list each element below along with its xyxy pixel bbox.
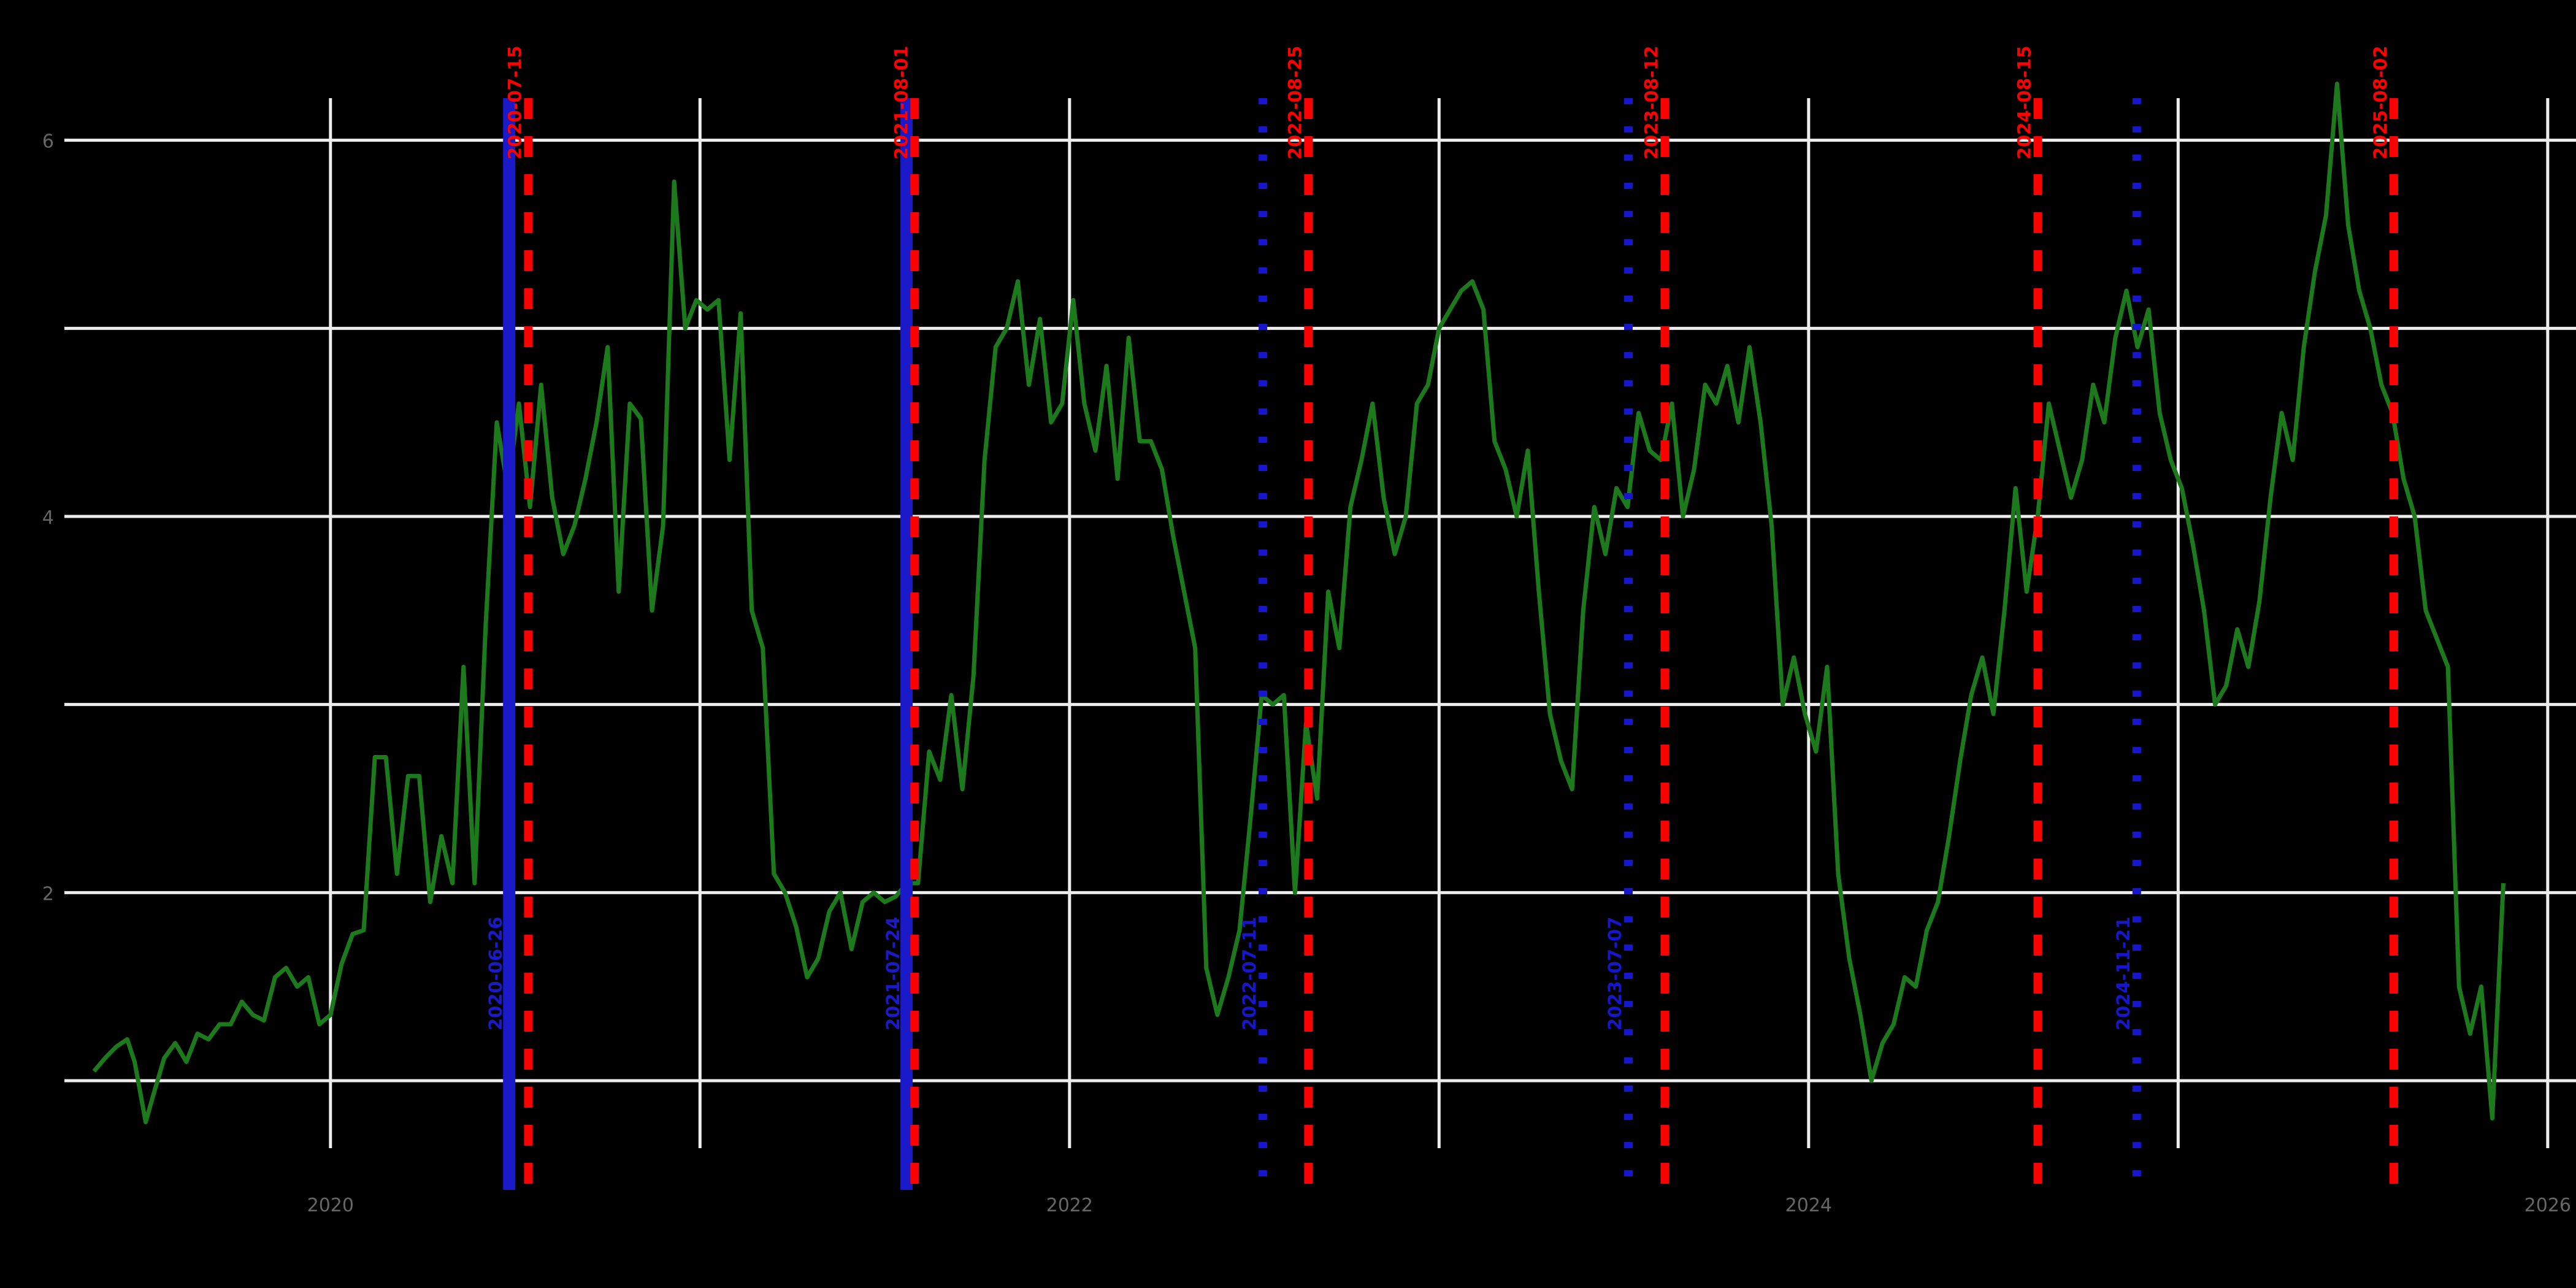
x-axis-tick-label: 2026 <box>2524 1195 2571 1216</box>
data-series-line <box>92 82 2506 1124</box>
marker-label-blue: 2020-06-26 <box>485 917 506 1031</box>
marker-label-red: 2025-08-02 <box>2370 46 2391 160</box>
x-axis-tick-label: 2022 <box>1046 1195 1093 1216</box>
y-axis-tick-label: 6 <box>42 131 54 153</box>
marker-label-red: 2022-08-25 <box>1284 46 1305 160</box>
marker-label-blue: 2021-07-24 <box>883 917 903 1031</box>
marker-label-red: 2024-08-15 <box>2014 46 2035 160</box>
x-axis-tick-label: 2024 <box>1785 1195 1832 1216</box>
series-layer <box>92 82 2506 1124</box>
marker-layer: 2020-06-26 2021-07-24 2022-07-11 2023-07-07… <box>485 46 2398 1190</box>
y-axis-tick-label: 4 <box>42 507 54 529</box>
marker-label-red: 2021-08-01 <box>891 46 911 160</box>
marker-label-red: 2020-07-15 <box>504 46 525 159</box>
y-axis-tick-label: 2 <box>42 883 54 905</box>
marker-label-blue: 2024-11-21 <box>2113 917 2134 1031</box>
marker-label-blue: 2022-07-11 <box>1239 917 1260 1031</box>
axis-layer: 2020 2022 2024 2026 2 4 6 <box>42 131 2571 1216</box>
marker-label-red: 2023-08-12 <box>1641 46 1662 160</box>
x-axis-tick-label: 2020 <box>307 1195 354 1216</box>
marker-label-blue: 2023-07-07 <box>1604 917 1625 1031</box>
